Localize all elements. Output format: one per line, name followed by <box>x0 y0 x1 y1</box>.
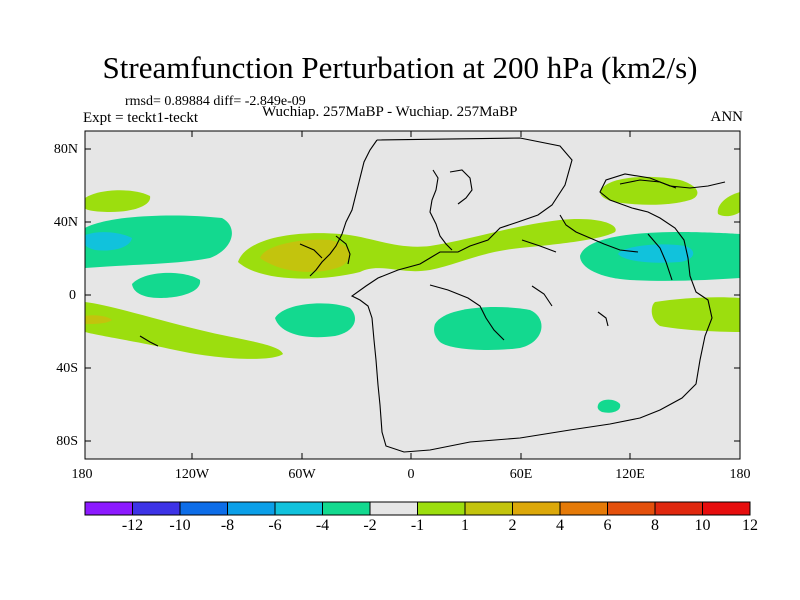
contour-band-west-pacific-north-core <box>618 244 694 263</box>
contour-band-southwest-core <box>85 315 112 324</box>
lon-label-120e: 120E <box>615 467 645 482</box>
colorbar-box <box>369 501 418 516</box>
coastlines <box>139 137 726 453</box>
colorbar-label: 10 <box>694 517 711 534</box>
colorbar-box <box>132 501 181 516</box>
colorbar-label: -2 <box>363 517 377 534</box>
coastline-west-coast <box>309 139 378 277</box>
colorbar-box <box>417 501 466 516</box>
colorbar-label: 1 <box>461 517 469 534</box>
lat-label-80s: 80S <box>56 434 78 449</box>
contour-band-southwest <box>85 302 283 359</box>
colorbar-label: 4 <box>556 517 564 534</box>
lon-label-120w: 120W <box>174 467 210 482</box>
colorbar-label: -8 <box>220 517 235 534</box>
colorbar-box <box>179 501 228 516</box>
contour-band-south-atlantic <box>275 303 355 338</box>
lon-label-60e: 60E <box>509 467 533 482</box>
colorbar-label: 12 <box>742 517 758 534</box>
colorbar-box <box>322 501 371 516</box>
coastline-supercontinent <box>350 137 726 453</box>
rmsd-stats: rmsd= 0.89884 diff= -2.849e-09 <box>125 94 306 109</box>
contour-band-northwest <box>85 190 151 212</box>
contour-fills <box>85 176 740 413</box>
colorbar-label: 6 <box>603 517 612 534</box>
experiment-label: Expt = teckt1-teckt <box>83 110 199 126</box>
colorbar-label: -4 <box>315 517 330 534</box>
contour-band-south-africa <box>434 306 542 350</box>
colorbar-label: -6 <box>268 517 282 534</box>
plot-title: Streamfunction Perturbation at 200 hPa (… <box>102 50 698 85</box>
colorbar-box <box>84 501 133 516</box>
contour-band-atlantic-core <box>260 239 350 272</box>
contour-band-northeast-edge <box>717 192 740 217</box>
colorbar-box <box>464 501 513 516</box>
center-label: Wuchiap. 257MaBP - Wuchiap. 257MaBP <box>262 104 518 120</box>
coastline-inner-arc <box>449 169 473 205</box>
colorbar-label: -1 <box>410 517 425 534</box>
lat-label-80n: 80N <box>53 142 78 157</box>
lon-label-180w: 180 <box>71 467 93 482</box>
colorbar-box <box>607 501 656 516</box>
contour-band-northeast <box>600 176 698 205</box>
colorbar-label: 2 <box>508 517 517 534</box>
lat-label-40s: 40S <box>56 361 78 376</box>
coastline-island-6 <box>619 179 677 189</box>
contour-band-west-pacific <box>85 215 232 268</box>
lon-label-180e: 180 <box>729 467 751 482</box>
contour-band-west-pacific-core <box>85 232 132 251</box>
coastline-south-edge <box>429 284 505 341</box>
colorbar-box <box>559 501 608 516</box>
coastline-island-3 <box>521 239 557 253</box>
coastline-island-1 <box>299 243 323 259</box>
coastline-island-8 <box>139 335 159 347</box>
colorbar-label: -12 <box>121 517 144 534</box>
coastline-inner-gulf <box>429 169 453 251</box>
colorbar-label: 8 <box>651 517 659 534</box>
contour-band-south-indian <box>651 297 740 332</box>
colorbar-box <box>512 501 561 516</box>
coastline-island-7 <box>597 311 609 327</box>
longitude-ticks <box>191 131 631 459</box>
colorbar-box <box>702 501 751 516</box>
lat-label-40n: 40N <box>53 215 78 230</box>
colorbar-box <box>274 501 323 516</box>
coastline-island-2 <box>335 235 351 265</box>
lon-label-60w: 60W <box>288 467 316 482</box>
coastline-tethys-east <box>559 214 639 253</box>
coastline-island-5 <box>647 233 673 281</box>
colorbar-box <box>654 501 703 516</box>
colorbar-box <box>227 501 276 516</box>
coastline-island-4 <box>531 285 553 307</box>
colorbar <box>84 501 751 516</box>
colorbar-label: -10 <box>169 517 191 534</box>
season-label: ANN <box>710 109 744 125</box>
lon-label-0: 0 <box>407 467 415 482</box>
contour-band-far-south <box>597 399 621 413</box>
latitude-ticks <box>85 148 740 442</box>
contour-band-east-pacific <box>132 272 201 298</box>
lat-label-0: 0 <box>69 288 76 303</box>
